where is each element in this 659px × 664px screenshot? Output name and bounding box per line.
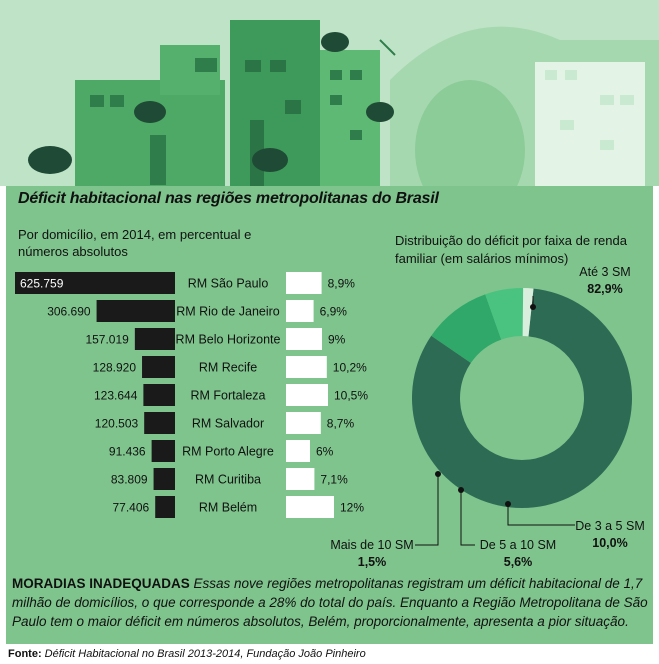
footer-lead: MORADIAS INADEQUADAS xyxy=(12,576,190,591)
absolute-bar xyxy=(155,496,175,518)
donut-slice xyxy=(485,288,524,340)
percent-value-label: 6% xyxy=(316,445,334,459)
absolute-bar xyxy=(153,468,175,490)
leader-dot xyxy=(458,487,464,493)
percent-bar xyxy=(286,440,310,462)
absolute-value-label: 625.759 xyxy=(20,277,64,291)
leader-line xyxy=(507,504,575,526)
chart-title: Déficit habitacional nas regiões metropo… xyxy=(18,190,439,207)
absolute-bar xyxy=(142,356,175,378)
region-label: RM Salvador xyxy=(192,417,264,431)
region-label: RM Fortaleza xyxy=(190,389,265,403)
percent-bar xyxy=(286,412,321,434)
absolute-bar xyxy=(134,328,175,350)
percent-value-label: 9% xyxy=(328,333,346,347)
absolute-bar xyxy=(151,440,175,462)
region-label: RM Belo Horizonte xyxy=(176,333,281,347)
percent-bar xyxy=(286,468,315,490)
percent-value-label: 10,2% xyxy=(333,361,367,375)
percent-value-label: 6,9% xyxy=(320,305,348,319)
absolute-value-label: 157.019 xyxy=(85,333,129,347)
absolute-value-label: 128.920 xyxy=(93,361,137,375)
region-label: RM Porto Alegre xyxy=(182,445,274,459)
percent-bar xyxy=(286,384,328,406)
donut-slice xyxy=(522,288,534,337)
percent-bar xyxy=(286,328,322,350)
donut-slice xyxy=(411,288,632,508)
source-note: Fonte: Déficit Habitacional no Brasil 20… xyxy=(8,648,366,660)
leader-dot xyxy=(505,501,511,507)
absolute-value-label: 77.406 xyxy=(113,501,150,515)
absolute-value-label: 83.809 xyxy=(111,473,148,487)
slice-value-label: 10,0% xyxy=(592,536,627,550)
slice-label: Até 3 SM xyxy=(579,265,630,279)
percent-value-label: 12% xyxy=(340,501,364,515)
region-label: RM Recife xyxy=(199,361,257,375)
bar-chart-subtitle: Por domicílio, em 2014, em percentual e … xyxy=(18,227,252,259)
leader-dot xyxy=(530,304,536,310)
source-text: Déficit Habitacional no Brasil 2013-2014… xyxy=(44,648,366,660)
absolute-bar xyxy=(144,412,175,434)
absolute-bar xyxy=(96,300,175,322)
percent-value-label: 8,7% xyxy=(327,417,355,431)
leader-line xyxy=(415,474,439,546)
city-illustration xyxy=(0,0,659,186)
region-label: RM Rio de Janeiro xyxy=(176,305,280,319)
percent-bar xyxy=(286,356,327,378)
slice-value-label: 1,5% xyxy=(358,555,387,569)
slice-label: Mais de 10 SM xyxy=(330,538,413,552)
absolute-value-label: 123.644 xyxy=(94,389,138,403)
absolute-bar xyxy=(143,384,175,406)
percent-bar xyxy=(286,300,314,322)
chart-panel xyxy=(6,186,653,644)
slice-label: De 5 a 10 SM xyxy=(480,538,556,552)
percent-value-label: 8,9% xyxy=(328,277,356,291)
leader-line xyxy=(460,490,475,546)
absolute-bar xyxy=(15,272,175,294)
region-label: RM São Paulo xyxy=(188,277,269,291)
source-label: Fonte: xyxy=(8,648,42,660)
absolute-value-label: 306.690 xyxy=(47,305,91,319)
percent-value-label: 7,1% xyxy=(320,473,348,487)
footer-paragraph: MORADIAS INADEQUADAS Essas nove regiões … xyxy=(12,574,652,631)
slice-value-label: 5,6% xyxy=(504,555,533,569)
absolute-value-label: 91.436 xyxy=(109,445,146,459)
slice-label: De 3 a 5 SM xyxy=(575,519,644,533)
slice-value-label: 82,9% xyxy=(587,282,622,296)
donut-chart-subtitle: Distribuição do déficit por faixa de ren… xyxy=(395,233,627,266)
percent-bar xyxy=(286,272,322,294)
percent-value-label: 10,5% xyxy=(334,389,368,403)
footer-body: Essas nove regiões metropolitanas regist… xyxy=(12,576,648,629)
absolute-value-label: 120.503 xyxy=(95,417,139,431)
donut-slice xyxy=(431,294,502,363)
percent-bar xyxy=(286,496,334,518)
leader-dot xyxy=(435,471,441,477)
region-label: RM Curitiba xyxy=(195,473,261,487)
region-label: RM Belém xyxy=(199,501,257,515)
